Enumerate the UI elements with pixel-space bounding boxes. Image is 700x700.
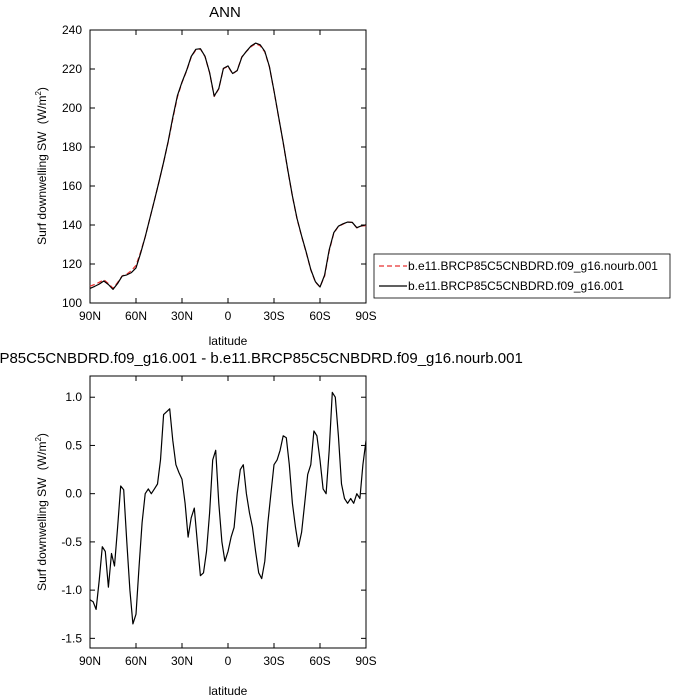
bottom-y-tick-label-5: 1.0: [65, 390, 82, 404]
top-ticks: 90N 60N 30N 0 30S 60S 90S 100 120 140 160 180 200 220…: [62, 23, 377, 323]
bottom-y-axis-label-unit: (W/m: [35, 442, 49, 471]
panel-bottom: b.e11.BRCP85C5CNBDRD.f09_g16.001 - b.e11…: [0, 350, 523, 698]
top-plot-frame: [89, 29, 367, 304]
bottom-y-tick-label-0: -1.5: [61, 631, 82, 645]
bottom-y-tick-label-3: 0.0: [65, 487, 82, 501]
bottom-x-axis-label: latitude: [209, 684, 248, 698]
bottom-title: b.e11.BRCP85C5CNBDRD.f09_g16.001 - b.e11…: [0, 350, 523, 367]
bottom-y-tick-label-4: 0.5: [65, 438, 82, 452]
top-title: ANN: [209, 4, 241, 21]
top-y-axis-label-text: Surf downwelling SW: [35, 131, 49, 245]
top-y-axis-label-unit-close: ): [35, 87, 49, 91]
bottom-ticks: 90N 60N 30N 0 30S 60S 90S -1.5 -1.0 -0.5 0.0 0.5 1.0: [61, 376, 377, 668]
bottom-y-tick-label-2: -0.5: [61, 535, 82, 549]
top-x-tick-label-0: 90N: [79, 309, 101, 323]
bottom-x-tick-label-5: 60S: [309, 654, 330, 668]
legend-frame: [373, 253, 671, 299]
legend-label-nourb: b.e11.BRCP85C5CNBDRD.f09_g16.nourb.001: [408, 259, 658, 273]
top-x-axis-label: latitude: [209, 334, 248, 348]
top-x-tick-label-2: 30N: [171, 309, 193, 323]
top-y-axis-label: Surf downwelling SW (W/m2): [34, 87, 49, 245]
top-y-tick-label-3: 160: [62, 179, 82, 193]
top-y-tick-label-5: 200: [62, 101, 82, 115]
legend: b.e11.BRCP85C5CNBDRD.f09_g16.nourb.001 b…: [373, 253, 671, 299]
top-y-tick-label-6: 220: [62, 62, 82, 76]
bottom-y-axis-label: Surf downwelling SW (W/m2): [34, 433, 49, 591]
top-series-lines: [89, 42, 367, 290]
bottom-series-line-0: [89, 391, 367, 625]
top-y-tick-label-2: 140: [62, 218, 82, 232]
top-y-axis-label-unit-sup: 2: [34, 91, 43, 96]
top-x-tick-label-3: 0: [225, 309, 232, 323]
bottom-x-tick-label-1: 60N: [125, 654, 147, 668]
top-series-line-0: [89, 43, 367, 289]
panel-top: ANN 90N 60N 30N 0 30S 60S 90S 100 120 140 160 180 20…: [34, 4, 377, 348]
bottom-x-tick-label-2: 30N: [171, 654, 193, 668]
legend-label-control: b.e11.BRCP85C5CNBDRD.f09_g16.001: [408, 279, 624, 293]
top-y-tick-label-1: 120: [62, 257, 82, 271]
top-x-tick-label-4: 30S: [263, 309, 284, 323]
bottom-x-tick-label-4: 30S: [263, 654, 284, 668]
top-y-tick-label-0: 100: [62, 296, 82, 310]
bottom-x-tick-label-3: 0: [225, 654, 232, 668]
bottom-y-axis-label-text: Surf downwelling SW: [35, 477, 49, 591]
bottom-x-tick-label-6: 90S: [355, 654, 376, 668]
top-x-tick-label-5: 60S: [309, 309, 330, 323]
bottom-series-lines: [89, 391, 367, 625]
top-series-line-1: [89, 42, 367, 290]
bottom-x-tick-label-0: 90N: [79, 654, 101, 668]
top-y-tick-label-4: 180: [62, 140, 82, 154]
bottom-y-tick-label-1: -1.0: [61, 583, 82, 597]
top-x-tick-label-1: 60N: [125, 309, 147, 323]
top-y-axis-label-unit: (W/m: [35, 96, 49, 125]
bottom-y-axis-label-unit-close: ): [35, 433, 49, 437]
bottom-y-axis-label-unit-sup: 2: [34, 437, 43, 442]
top-x-tick-label-6: 90S: [355, 309, 376, 323]
top-y-tick-label-7: 240: [62, 23, 82, 37]
